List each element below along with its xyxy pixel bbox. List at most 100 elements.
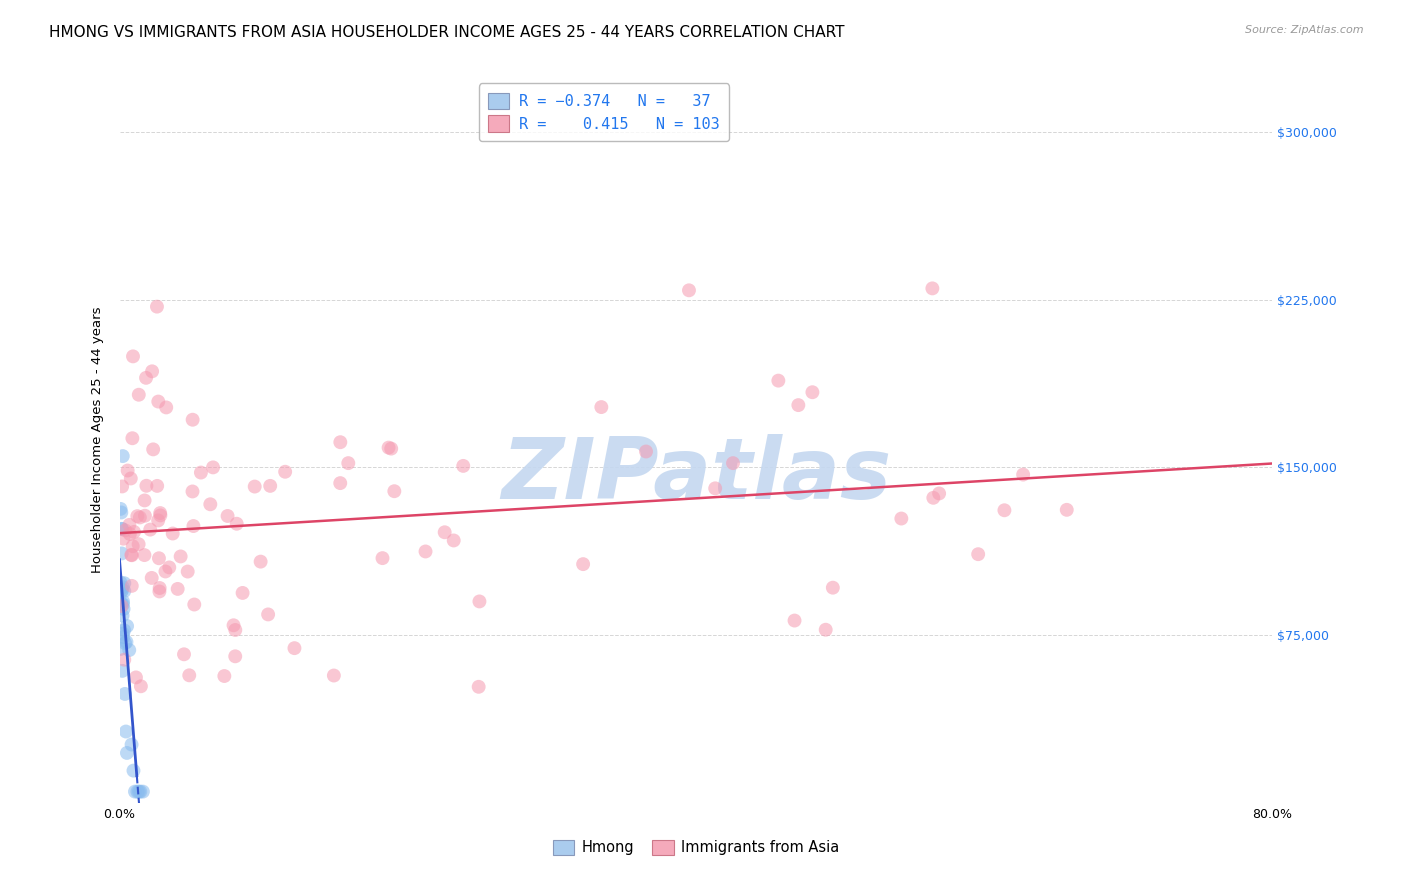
Point xyxy=(110,575,132,590)
Point xyxy=(134,508,156,523)
Point xyxy=(112,594,135,608)
Point xyxy=(111,546,134,560)
Point xyxy=(141,364,163,378)
Point xyxy=(112,624,135,638)
Point xyxy=(283,641,305,656)
Point xyxy=(377,441,399,455)
Point xyxy=(117,463,139,477)
Point xyxy=(157,560,180,574)
Point xyxy=(115,746,138,760)
Point xyxy=(112,653,135,667)
Point xyxy=(134,493,156,508)
Point xyxy=(243,479,266,493)
Point xyxy=(132,784,155,798)
Point xyxy=(127,784,149,798)
Point xyxy=(148,513,170,527)
Point xyxy=(222,618,245,632)
Point xyxy=(115,724,138,739)
Point xyxy=(139,523,162,537)
Point xyxy=(142,442,165,457)
Point xyxy=(572,557,595,571)
Point xyxy=(114,524,136,538)
Point xyxy=(149,506,172,520)
Point xyxy=(121,738,143,752)
Point xyxy=(433,525,456,540)
Point xyxy=(329,435,352,450)
Point xyxy=(111,522,134,536)
Point xyxy=(110,584,132,599)
Point xyxy=(112,602,135,616)
Point xyxy=(146,479,169,493)
Point xyxy=(415,544,437,558)
Point xyxy=(721,456,744,470)
Point xyxy=(801,385,824,400)
Point xyxy=(443,533,465,548)
Point xyxy=(128,784,150,798)
Point xyxy=(120,471,142,485)
Point xyxy=(678,283,700,297)
Point xyxy=(121,548,143,562)
Point xyxy=(371,551,394,566)
Text: HMONG VS IMMIGRANTS FROM ASIA HOUSEHOLDER INCOME AGES 25 - 44 YEARS CORRELATION : HMONG VS IMMIGRANTS FROM ASIA HOUSEHOLDE… xyxy=(49,25,845,40)
Point xyxy=(468,594,491,608)
Point xyxy=(121,539,143,553)
Point xyxy=(122,350,145,364)
Point xyxy=(149,581,172,595)
Point xyxy=(181,413,204,427)
Point xyxy=(127,509,149,524)
Point xyxy=(111,608,134,623)
Point xyxy=(821,581,844,595)
Point xyxy=(128,537,150,551)
Point xyxy=(921,281,943,295)
Point xyxy=(115,635,138,649)
Point xyxy=(155,401,177,415)
Point xyxy=(122,524,145,539)
Point xyxy=(112,532,135,546)
Point xyxy=(114,636,136,650)
Point xyxy=(704,481,727,495)
Point xyxy=(121,431,143,445)
Point xyxy=(110,599,132,613)
Point xyxy=(124,784,146,798)
Point xyxy=(110,642,132,657)
Point xyxy=(634,444,657,458)
Point xyxy=(110,502,132,516)
Point xyxy=(322,668,344,682)
Point xyxy=(768,374,790,388)
Point xyxy=(183,598,205,612)
Point xyxy=(111,449,134,463)
Point xyxy=(112,576,135,591)
Point xyxy=(111,479,134,493)
Point xyxy=(135,479,157,493)
Point xyxy=(111,626,134,640)
Point xyxy=(1056,503,1078,517)
Point xyxy=(166,582,188,596)
Point xyxy=(118,643,141,657)
Point xyxy=(183,519,205,533)
Point xyxy=(1012,467,1035,482)
Point xyxy=(135,371,157,385)
Text: Source: ZipAtlas.com: Source: ZipAtlas.com xyxy=(1246,25,1364,35)
Point xyxy=(181,484,204,499)
Point xyxy=(202,460,225,475)
Point xyxy=(134,548,156,562)
Point xyxy=(111,664,134,678)
Point xyxy=(141,571,163,585)
Point xyxy=(329,476,352,491)
Point xyxy=(115,619,138,633)
Point xyxy=(787,398,810,412)
Point xyxy=(162,526,184,541)
Point xyxy=(121,579,143,593)
Text: ZIPatlas: ZIPatlas xyxy=(501,434,891,517)
Point xyxy=(112,584,135,599)
Point xyxy=(380,442,402,456)
Point xyxy=(382,484,405,499)
Point xyxy=(128,510,150,524)
Point xyxy=(217,508,239,523)
Point xyxy=(114,687,136,701)
Point xyxy=(224,623,246,637)
Point xyxy=(337,456,360,470)
Point xyxy=(200,497,222,511)
Point xyxy=(257,607,280,622)
Point xyxy=(120,548,142,562)
